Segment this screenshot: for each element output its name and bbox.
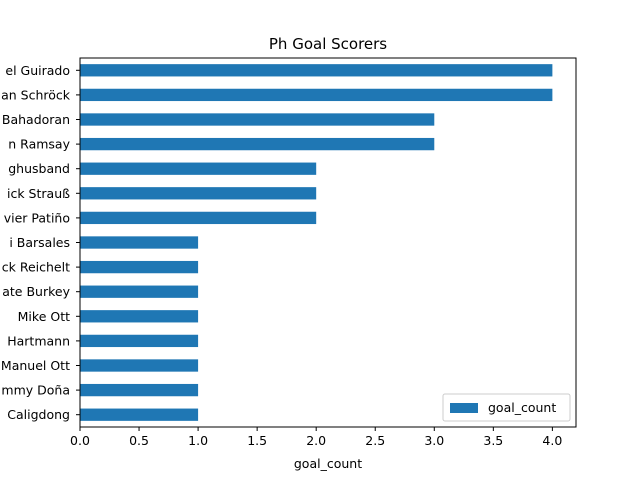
y-tick-label: Hartmann — [7, 333, 70, 348]
bar-7 — [80, 236, 199, 249]
bar-8 — [80, 260, 199, 274]
legend-label: goal_count — [488, 400, 556, 415]
bar-11 — [80, 334, 199, 348]
x-ticks-group: 0.0 0.5 1.0 1.5 2.0 2.5 3.0 3.5 4.0 — [70, 427, 562, 448]
y-tick-label: ate Burkey — [2, 284, 70, 299]
legend: goal_count — [442, 393, 571, 422]
y-tick-label: i Barsales — [9, 235, 70, 250]
bar-6 — [80, 211, 317, 225]
bar-2 — [80, 113, 435, 126]
x-tick-label: 1.0 — [188, 433, 208, 448]
bar-13 — [80, 383, 199, 397]
y-tick-label: n Ramsay — [8, 137, 70, 152]
x-tick-label: 4.0 — [542, 433, 562, 448]
y-tick-label: vier Patiño — [4, 210, 70, 225]
x-axis-label: goal_count — [294, 456, 362, 471]
bar-10 — [80, 310, 199, 323]
bar-14 — [80, 408, 199, 421]
bar-4 — [80, 162, 317, 175]
bar-3 — [80, 137, 435, 151]
x-tick-label: 3.5 — [483, 433, 503, 448]
y-tick-label: Caligdong — [7, 407, 70, 422]
bar-5 — [80, 187, 317, 200]
y-tick-label: ck Reichelt — [2, 260, 70, 275]
legend-swatch — [450, 403, 478, 413]
bar-1 — [80, 88, 553, 102]
bars-group — [80, 64, 553, 421]
x-tick-label: 1.5 — [247, 433, 267, 448]
x-tick-label: 2.0 — [306, 433, 326, 448]
y-tick-label: an Schröck — [1, 87, 71, 102]
y-tick-label: ghusband — [8, 161, 70, 176]
bar-9 — [80, 285, 199, 298]
y-tick-label: mmy Doña — [1, 383, 70, 398]
bar-12 — [80, 359, 199, 372]
chart-title: Ph Goal Scorers — [269, 35, 387, 53]
x-tick-label: 0.0 — [70, 433, 90, 448]
x-tick-label: 2.5 — [365, 433, 385, 448]
y-tick-label: el Guirado — [5, 63, 70, 78]
bar-0 — [80, 64, 553, 77]
x-tick-label: 0.5 — [129, 433, 149, 448]
y-tick-label: Mike Ott — [18, 309, 70, 324]
y-tick-label: Manuel Ott — [1, 358, 70, 373]
y-ticks-group: el Guirado an Schröck Bahadoran n Ramsay ghu… — [1, 63, 80, 422]
y-tick-label: ick Strauß — [7, 186, 70, 201]
legend-box — [442, 393, 571, 422]
y-tick-label: Bahadoran — [2, 112, 70, 127]
plot-frame — [79, 57, 577, 428]
x-tick-label: 3.0 — [424, 433, 444, 448]
